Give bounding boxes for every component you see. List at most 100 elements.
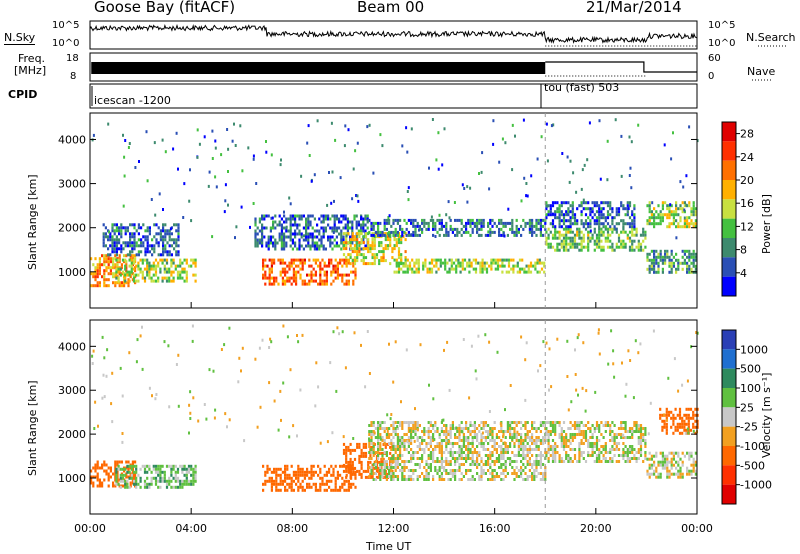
nave-tick-high: 60 <box>708 53 721 64</box>
velocity-y-ticks: 1000 2000 3000 4000 <box>58 340 697 485</box>
x-axis: 00:00 04:00 08:00 12:00 16:00 20:00 00:00 <box>74 113 713 535</box>
freq-trace <box>91 61 697 77</box>
colorbar-tick-label: 500 <box>740 363 761 376</box>
colorbar-tick-label: -25 <box>740 421 758 434</box>
colorbar-tick-label: 8 <box>740 244 747 257</box>
colorbar-swatch <box>722 218 736 238</box>
scatter-region-6 <box>646 451 697 479</box>
colorbar-swatch <box>722 330 736 350</box>
nave-label: Nave <box>747 65 776 78</box>
nsky-tick-low: 10^0 <box>52 38 80 49</box>
y-tick-label: 3000 <box>58 178 86 191</box>
colorbar-tick-label: -100 <box>740 440 765 453</box>
velocity-y-label: Slant Range [km] <box>26 380 39 476</box>
colorbar-tick-label: -1000 <box>740 479 772 492</box>
x-tick-label: 12:00 <box>378 522 410 535</box>
y-tick-label: 1000 <box>58 266 86 279</box>
colorbar-swatch <box>722 257 736 277</box>
y-tick-label: 4000 <box>58 340 86 353</box>
power-y-ticks: 1000 2000 3000 4000 <box>58 133 697 279</box>
x-tick-label: 08:00 <box>276 522 308 535</box>
sparse-scatter <box>91 118 699 240</box>
scatter-region-9 <box>545 201 636 229</box>
colorbar-swatch <box>722 368 736 388</box>
colorbar-swatch <box>722 276 736 296</box>
colorbar-tick-label: 16 <box>740 197 754 210</box>
cpid-panel <box>89 83 698 109</box>
scatter-region-4 <box>254 214 369 251</box>
colorbar-swatch <box>722 238 736 258</box>
colorbar-swatch <box>722 141 736 161</box>
y-tick-label: 4000 <box>58 133 86 146</box>
beam-title: Beam 00 <box>357 0 425 16</box>
scatter-region-5 <box>545 421 647 463</box>
scatter-region-11 <box>646 201 697 229</box>
colorbar-swatch <box>722 426 736 446</box>
date-title: 21/Mar/2014 <box>586 0 682 16</box>
scatter-region-8 <box>545 227 647 252</box>
y-tick-label: 1000 <box>58 472 86 485</box>
x-tick-label: 20:00 <box>580 522 612 535</box>
cpid-label: CPID <box>8 88 38 101</box>
freq-panel-frame <box>89 52 698 82</box>
x-tick-label: 04:00 <box>175 522 207 535</box>
nsky-label: N.Sky <box>4 31 36 45</box>
colorbar-tick-label: 25 <box>740 401 754 414</box>
x-tick-label: 00:00 <box>74 522 106 535</box>
scatter-region-0 <box>90 254 137 288</box>
freq-tick-high: 18 <box>66 53 79 64</box>
colorbar-swatch <box>722 407 736 427</box>
velocity-colorbar-label: Velocity [m s⁻¹] <box>760 372 773 458</box>
power-panel: 1000 2000 3000 4000 <box>58 112 699 309</box>
colorbar-frame <box>721 329 737 505</box>
colorbar-swatch <box>722 180 736 200</box>
freq-tick-low: 8 <box>70 71 77 82</box>
power-y-label: Slant Range [km] <box>26 174 39 270</box>
colorbar-swatch <box>722 446 736 466</box>
colorbar-tick-label: 100 <box>740 382 761 395</box>
power-panel-bg <box>90 113 697 308</box>
scatter-region-7 <box>368 218 547 237</box>
x-tick-label: 00:00 <box>681 522 713 535</box>
scatter-region-6 <box>393 258 546 274</box>
colorbar-swatch <box>722 388 736 408</box>
colorbar-tick-label: 28 <box>740 128 754 141</box>
noise-trace <box>89 24 698 47</box>
colorbar-tick-label: 20 <box>740 174 754 187</box>
noise-panel-frame <box>89 20 698 50</box>
y-tick-label: 2000 <box>58 222 86 235</box>
noise-line <box>89 24 698 44</box>
nsearch-tick-low: 10^0 <box>708 38 736 49</box>
colorbar-tick-label: 4 <box>740 267 747 280</box>
colorbar-frame <box>721 121 737 297</box>
nsky-tick-high: 10^5 <box>52 20 80 31</box>
colorbar-swatch <box>722 160 736 180</box>
freq-panel <box>89 52 698 82</box>
y-tick-label: 2000 <box>58 428 86 441</box>
colorbar-swatch <box>722 465 736 485</box>
freq-label: Freq. <box>18 52 46 65</box>
noise-panel <box>89 20 698 50</box>
scatter-region-3 <box>262 258 357 286</box>
cpid-segment-1: icescan -1200 <box>94 94 171 107</box>
scatter-region-2 <box>102 223 180 257</box>
power-data <box>90 118 699 288</box>
cpid-panel-frame <box>89 83 698 109</box>
colorbar-tick-label: 24 <box>740 151 754 164</box>
colorbar-tick-label: 1000 <box>740 343 768 356</box>
nsearch-tick-high: 10^5 <box>708 20 736 31</box>
velocity-panel: 1000 2000 3000 4000 <box>58 319 699 515</box>
colorbar-tick-label: -500 <box>740 459 765 472</box>
colorbar-swatch <box>722 199 736 219</box>
colorbar-swatch <box>722 349 736 369</box>
x-axis-label: Time UT <box>366 540 412 553</box>
nsearch-label: N.Search <box>746 31 796 44</box>
colorbar-swatch <box>722 484 736 504</box>
power-colorbar: 4 8 12 16 20 24 28 <box>721 121 754 297</box>
station-title: Goose Bay (fitACF) <box>94 0 236 16</box>
scatter-region-1 <box>115 464 197 489</box>
scatter-region-7 <box>659 407 699 435</box>
colorbar-tick-label: 12 <box>740 220 754 233</box>
x-tick-label: 16:00 <box>479 522 511 535</box>
